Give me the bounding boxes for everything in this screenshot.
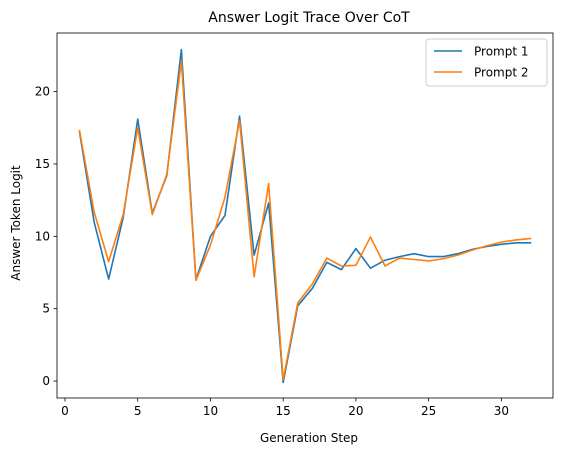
series-layer <box>78 48 532 384</box>
y-tick-label: 20 <box>35 85 50 99</box>
x-tick-label: 25 <box>421 404 436 418</box>
y-tick-label: 0 <box>42 374 50 388</box>
y-tick-label: 5 <box>42 302 50 316</box>
legend: Prompt 1 Prompt 2 <box>425 38 548 87</box>
x-tick-label: 10 <box>203 404 218 418</box>
y-tick-label: 10 <box>35 229 50 243</box>
legend-label-2: Prompt 2 <box>474 66 529 80</box>
x-tick-label: 5 <box>134 404 142 418</box>
plot-frame <box>56 32 554 399</box>
chart-title: Answer Logit Trace Over CoT <box>208 10 410 26</box>
x-tick-label: 30 <box>494 404 509 418</box>
axes-layer: 0 5 10 15 20 25 30 0 5 10 15 20 <box>35 32 554 418</box>
y-axis-label: Answer Token Logit <box>9 165 23 281</box>
series-line-2 <box>78 60 532 381</box>
series-line-1 <box>78 48 532 384</box>
x-axis-label: Generation Step <box>260 431 358 445</box>
y-tick-label: 15 <box>35 157 50 171</box>
x-tick-label: 20 <box>348 404 363 418</box>
legend-label-1: Prompt 1 <box>474 45 529 59</box>
x-tick-label: 15 <box>276 404 291 418</box>
x-tick-label: 0 <box>61 404 69 418</box>
